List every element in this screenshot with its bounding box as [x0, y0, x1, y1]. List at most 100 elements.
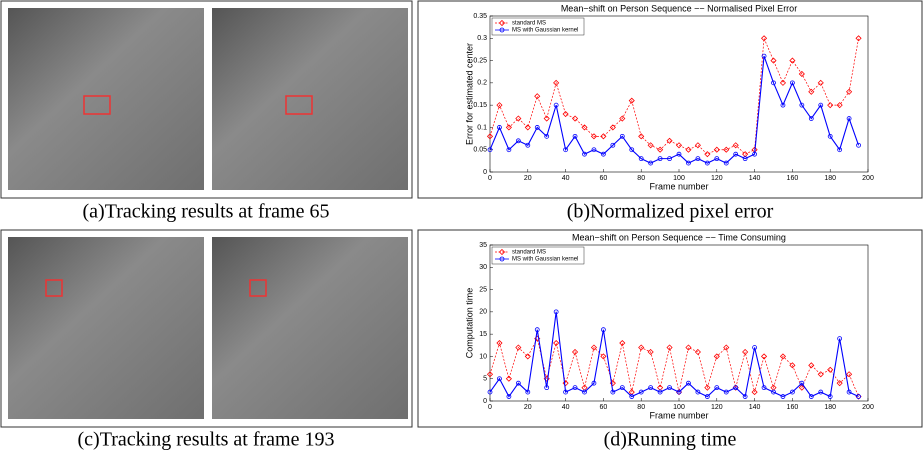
data-point — [525, 142, 531, 148]
y-tick-label: 25 — [479, 286, 487, 293]
data-point — [846, 88, 853, 95]
data-point — [571, 115, 579, 122]
data-point — [505, 375, 512, 382]
plot-area — [489, 244, 869, 402]
data-point — [657, 389, 663, 395]
data-point — [780, 102, 786, 108]
data-point — [723, 389, 729, 395]
series-line — [489, 38, 859, 155]
x-tick-label: 120 — [711, 404, 723, 411]
data-point — [827, 394, 833, 399]
data-point — [856, 142, 861, 148]
data-point — [506, 147, 512, 153]
data-point — [572, 133, 578, 139]
y-tick-label: 0.2 — [477, 80, 487, 87]
camera-image — [8, 237, 204, 419]
data-point — [553, 102, 559, 108]
data-point — [515, 380, 521, 386]
data-point — [591, 380, 597, 386]
data-point — [563, 147, 568, 153]
data-point — [751, 389, 758, 396]
y-tick-label: 15 — [479, 331, 487, 338]
legend-box — [491, 246, 585, 265]
data-point — [827, 102, 834, 109]
data-point — [704, 151, 711, 158]
data-point — [563, 389, 568, 395]
caption: (b)Normalized pixel error — [567, 201, 774, 223]
data-point — [818, 389, 824, 395]
series-line — [489, 337, 859, 397]
caption: (d)Running time — [604, 429, 737, 451]
caption: (c)Tracking results at frame 193 — [78, 429, 335, 451]
data-point — [515, 115, 522, 122]
data-point — [675, 142, 683, 149]
data-point — [515, 344, 522, 351]
data-point — [657, 156, 663, 162]
legend-label: standard MS — [512, 250, 546, 256]
data-point — [647, 142, 654, 149]
data-point — [779, 353, 787, 360]
data-point — [760, 35, 768, 42]
data-point — [846, 116, 852, 121]
data-point — [714, 156, 720, 162]
x-tick-label: 120 — [711, 175, 723, 182]
data-point — [666, 137, 673, 144]
data-point — [497, 376, 502, 382]
data-point — [619, 133, 625, 139]
data-point — [808, 88, 815, 95]
x-tick-label: 80 — [637, 175, 645, 182]
data-point — [780, 394, 786, 399]
data-point — [855, 35, 862, 42]
data-point — [619, 339, 626, 347]
data-point — [723, 344, 730, 351]
data-point — [808, 116, 814, 121]
data-point — [629, 394, 635, 399]
data-point — [818, 102, 824, 108]
data-point — [638, 389, 644, 395]
legend-label: standard MS — [512, 21, 546, 27]
data-point — [638, 344, 645, 351]
data-point — [647, 348, 654, 356]
y-tick-label: 5 — [483, 376, 487, 383]
data-point — [629, 147, 635, 153]
tracking-box — [45, 279, 63, 297]
x-tick-label: 140 — [749, 175, 761, 182]
y-tick-label: 0.05 — [473, 147, 487, 154]
data-point — [846, 389, 852, 395]
data-point — [742, 394, 748, 399]
data-point — [790, 80, 795, 86]
data-point — [487, 389, 493, 395]
x-tick-label: 80 — [637, 404, 645, 411]
data-point — [798, 384, 805, 391]
data-point — [732, 142, 739, 149]
data-point — [836, 380, 843, 387]
data-point — [704, 394, 710, 399]
data-point — [733, 385, 739, 391]
y-axis-label: Error for estimated center — [464, 43, 474, 145]
data-point — [704, 384, 711, 391]
camera-image — [212, 237, 408, 419]
x-tick-label: 180 — [824, 404, 836, 411]
data-point — [562, 110, 569, 118]
data-point — [790, 389, 795, 395]
data-point — [524, 353, 531, 360]
data-point — [553, 309, 559, 315]
chart-title: Mean−shift on Person Sequence −− Time Co… — [572, 232, 786, 242]
data-point — [497, 125, 502, 130]
data-point — [534, 327, 540, 333]
data-point — [638, 156, 644, 162]
data-point — [694, 142, 701, 149]
camera-image — [212, 8, 408, 190]
data-point — [591, 147, 597, 153]
data-point — [486, 371, 494, 378]
x-tick-label: 160 — [787, 175, 799, 182]
x-tick-label: 20 — [524, 175, 532, 182]
data-point — [619, 385, 625, 391]
data-point — [704, 160, 710, 166]
legend-box — [491, 17, 585, 36]
data-point — [534, 125, 540, 130]
data-point — [686, 160, 691, 166]
y-tick-label: 10 — [479, 353, 487, 360]
y-tick-label: 30 — [479, 264, 487, 271]
